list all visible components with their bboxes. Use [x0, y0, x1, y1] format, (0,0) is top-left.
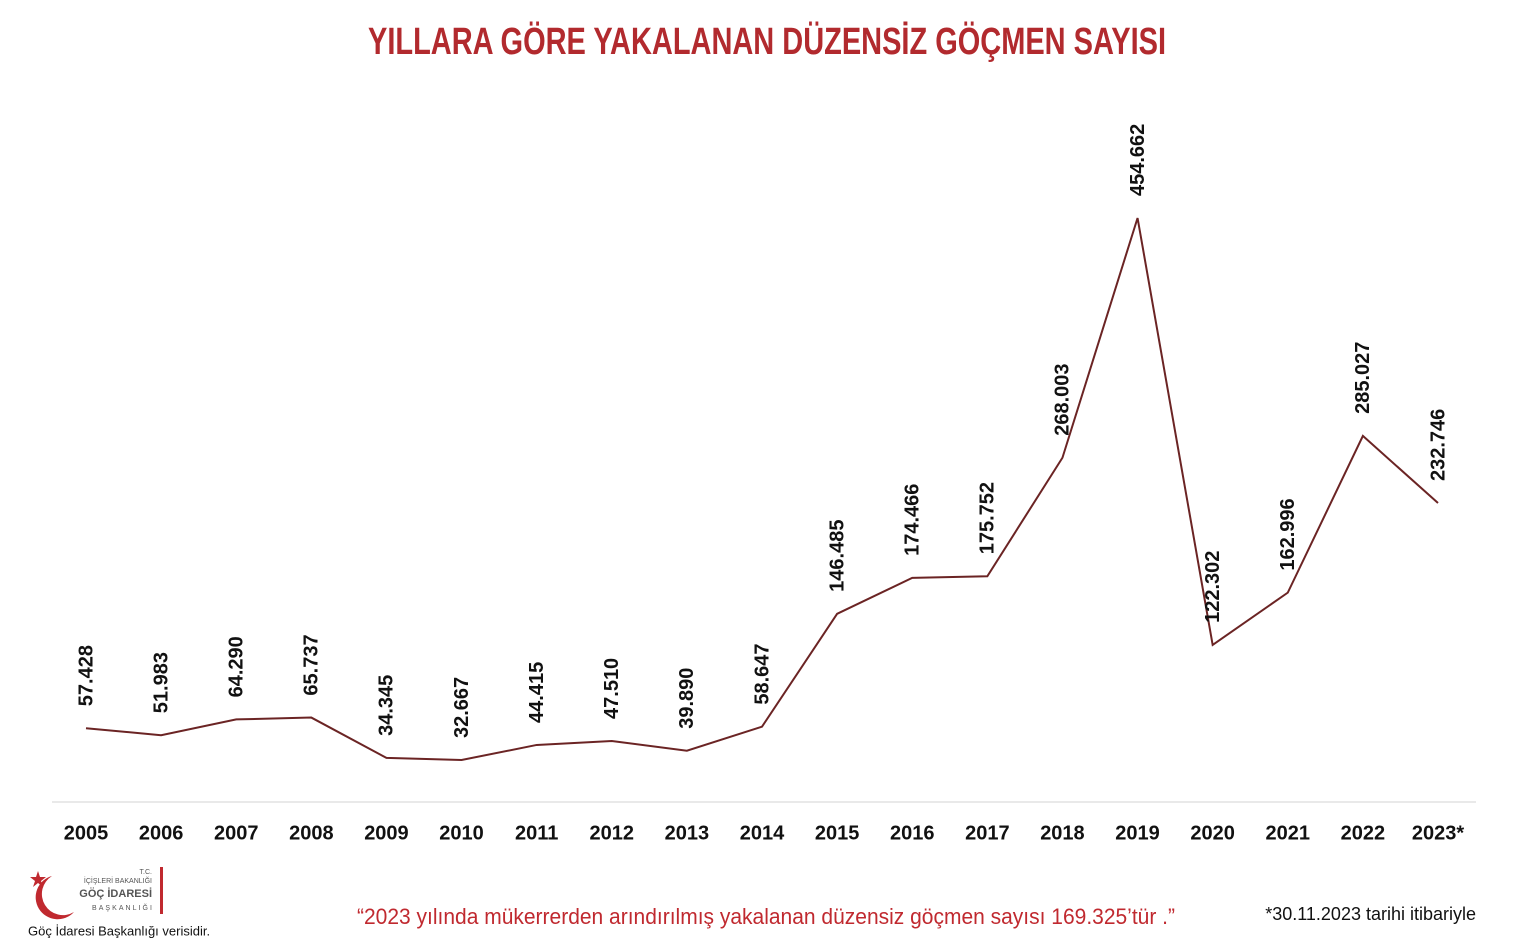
value-label: 44.415 [526, 662, 548, 723]
data-line [85, 217, 1439, 762]
logo-text: T.C. [140, 869, 153, 876]
value-label: 57.428 [75, 645, 97, 706]
value-label: 122.302 [1202, 551, 1224, 623]
chart-title: YILLARA GÖRE YAKALANAN DÜZENSİZ GÖÇMEN S… [368, 20, 1166, 63]
value-label: 64.290 [226, 636, 248, 697]
x-tick-label: 2012 [590, 822, 635, 844]
value-label: 162.996 [1277, 498, 1299, 570]
value-label: 34.345 [376, 675, 398, 736]
value-label: 47.510 [601, 658, 623, 719]
value-label: 58.647 [751, 643, 773, 704]
x-tick-label: 2007 [214, 822, 259, 844]
x-tick-label: 2013 [665, 822, 710, 844]
value-label: 146.485 [826, 520, 848, 592]
x-tick-label: 2005 [64, 822, 109, 844]
logo-text: İÇİŞLERİ BAKANLIĞI [84, 876, 152, 885]
x-tick-label: 2017 [965, 822, 1010, 844]
value-label: 285.027 [1352, 342, 1374, 414]
note: “2023 yılında mükerrerden arındırılmış y… [357, 904, 1175, 929]
x-tick-label: 2009 [364, 822, 409, 844]
x-tick-label: 2023* [1412, 822, 1464, 844]
x-tick-label: 2010 [439, 822, 484, 844]
logo-text: GÖÇ İDARESİ [79, 887, 152, 900]
logo-star [30, 871, 46, 887]
logo-bar [160, 867, 163, 914]
x-tick-label: 2006 [139, 822, 184, 844]
value-label: 268.003 [1052, 363, 1074, 435]
x-tick-label: 2008 [289, 822, 334, 844]
x-tick-label: 2015 [815, 822, 860, 844]
x-tick-label: 2018 [1040, 822, 1085, 844]
logo-text: BAŞKANLIĞI [92, 903, 152, 912]
x-tick-label: 2022 [1341, 822, 1386, 844]
value-label: 65.737 [301, 634, 323, 695]
value-label: 174.466 [902, 484, 924, 556]
x-tick-label: 2021 [1266, 822, 1311, 844]
value-label: 454.662 [1127, 124, 1149, 196]
x-tick-label: 2019 [1115, 822, 1160, 844]
footnote: *30.11.2023 tarihi itibariyle [1265, 904, 1476, 924]
x-tick-label: 2020 [1190, 822, 1235, 844]
value-label: 51.983 [150, 652, 172, 713]
source: Göç İdaresi Başkanlığı verisidir. [28, 923, 210, 938]
value-label: 232.746 [1427, 409, 1449, 481]
value-label: 175.752 [977, 482, 999, 554]
value-label: 32.667 [451, 677, 473, 738]
logo-crescent [35, 876, 74, 920]
x-tick-label: 2016 [890, 822, 935, 844]
x-tick-label: 2011 [515, 822, 558, 844]
logo: T.C. İÇİŞLERİ BAKANLIĞI GÖÇ İDARESİ BAŞK… [30, 867, 163, 920]
value-label: 39.890 [676, 668, 698, 729]
x-tick-label: 2014 [740, 822, 785, 844]
